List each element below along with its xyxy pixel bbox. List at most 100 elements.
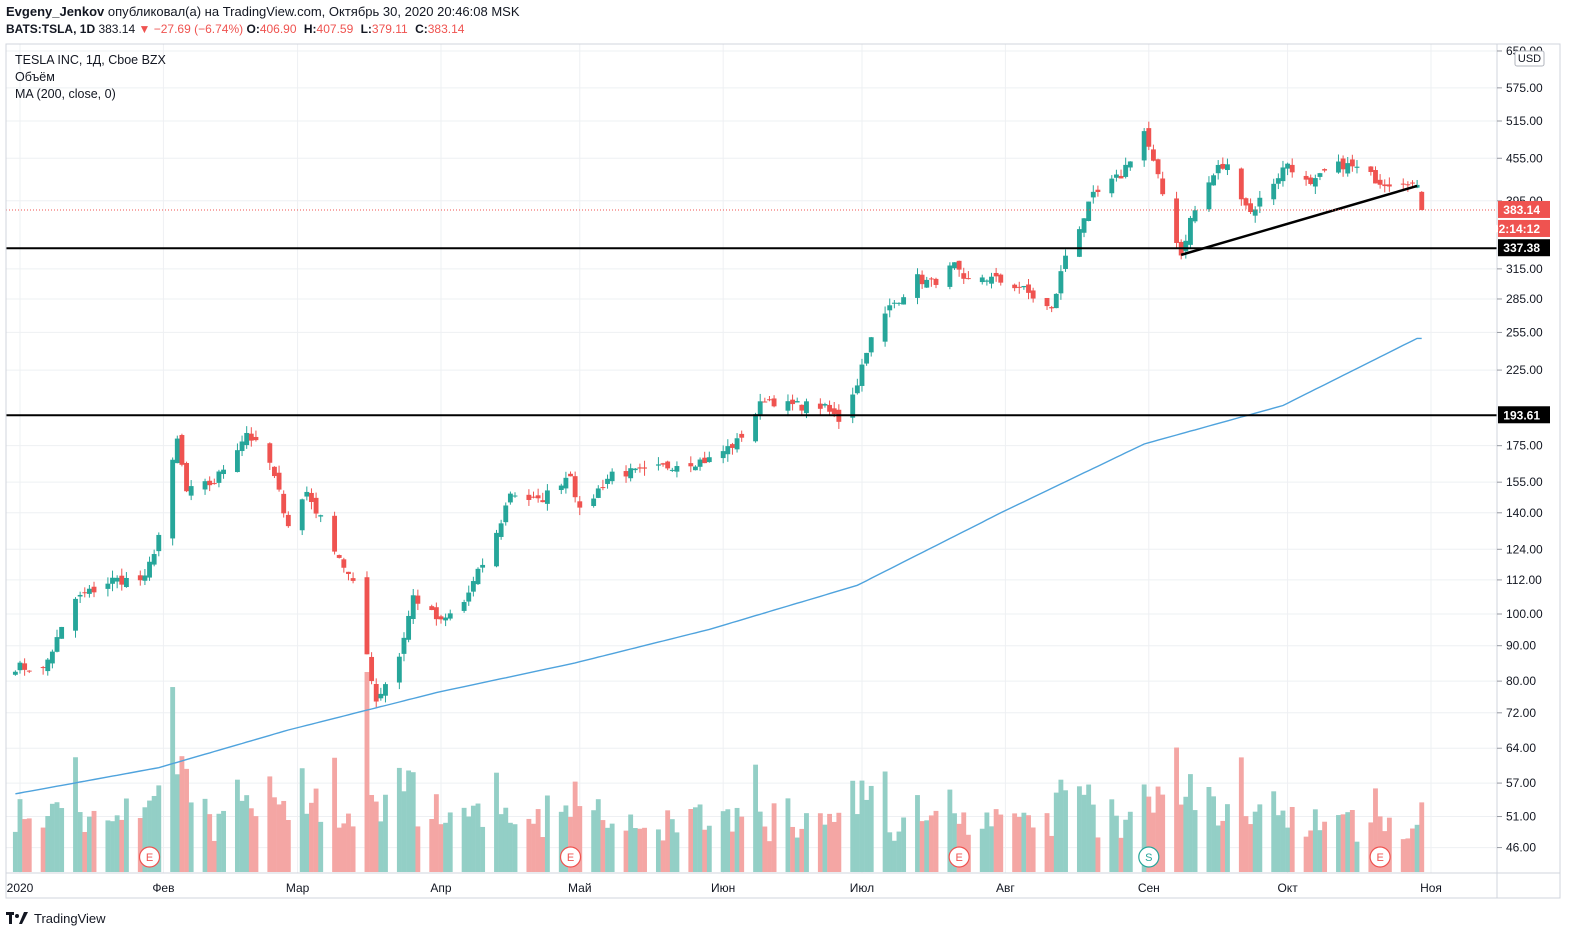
candle-body	[123, 577, 129, 588]
candle-body	[170, 459, 176, 539]
volume-bar	[1414, 824, 1420, 872]
candle-body	[919, 274, 925, 285]
volume-bar	[156, 785, 162, 872]
volume-bar	[1285, 827, 1291, 872]
candle-body	[984, 280, 990, 282]
candle-body	[86, 588, 92, 594]
candle-body	[817, 403, 823, 409]
candle-body	[665, 461, 671, 469]
candle-body	[105, 583, 111, 589]
candle-body	[526, 494, 532, 500]
candle-body	[568, 473, 573, 477]
volume-bar	[45, 816, 51, 872]
tradingview-logo-icon	[6, 911, 28, 924]
volume-bar	[1076, 786, 1082, 872]
volume-bar	[272, 797, 277, 872]
candle-body	[1275, 178, 1281, 184]
candle-body	[82, 592, 88, 594]
candle-body	[623, 471, 629, 477]
candle-body	[637, 467, 643, 469]
volume-bar	[1336, 815, 1341, 872]
volume-bar	[632, 828, 638, 872]
volume-bar	[1146, 796, 1152, 872]
series-title[interactable]: TESLA INC, 1Д, Cboe BZX	[15, 53, 166, 67]
candle-body	[142, 575, 148, 581]
price-axis[interactable]: 650.00575.00515.00455.00395.00315.00285.…	[1497, 44, 1545, 855]
candle-body	[1174, 198, 1179, 243]
ma-line	[15, 337, 1422, 795]
candle-body	[396, 656, 402, 683]
candle-body	[1410, 182, 1415, 184]
candle-body	[1095, 189, 1101, 192]
candle-body	[119, 575, 125, 585]
down-arrow-icon: ▼	[138, 22, 151, 36]
candle-body	[1021, 285, 1027, 288]
time-axis[interactable]: 2020 Фев Мар Апр Май Июн Июл Авг Сен Окт Ноя	[7, 881, 1442, 895]
volume-bar	[1150, 812, 1156, 872]
horizontal-levels	[6, 184, 1497, 417]
candle-body	[1386, 184, 1392, 187]
candle-body	[762, 401, 768, 403]
volume-bar	[669, 819, 675, 872]
ma-legend[interactable]: MA (200, close, 0)	[15, 87, 116, 101]
candlestick-series	[12, 121, 1425, 708]
candle-body	[600, 487, 606, 489]
candle-body	[1377, 179, 1383, 185]
candle-body	[757, 401, 763, 416]
volume-legend[interactable]: Объём	[15, 70, 55, 84]
candle-body	[1322, 169, 1328, 171]
candle-body	[1053, 293, 1059, 309]
volume-bar	[1303, 836, 1309, 872]
countdown-tag-bg	[1498, 219, 1550, 237]
volume-bar	[239, 800, 245, 872]
volume-bar	[480, 826, 486, 872]
volume-bar	[170, 687, 176, 872]
volume-bar	[235, 779, 240, 872]
candle-body	[22, 663, 28, 670]
volume-bar	[739, 816, 745, 872]
author-name[interactable]: Evgeny_Jenkov	[6, 4, 105, 19]
volume-bar	[378, 821, 384, 872]
tradingview-brand[interactable]: TradingView	[34, 911, 106, 926]
candle-body	[1400, 183, 1406, 185]
volume-bar	[1155, 786, 1161, 872]
candle-body	[1317, 173, 1323, 177]
volume-bar	[919, 821, 925, 872]
volume-bar	[1377, 816, 1383, 872]
volume-bar	[396, 767, 402, 872]
volume-bar	[512, 824, 518, 872]
candle-body	[882, 313, 888, 342]
last-price-tag: 383.14	[1503, 203, 1540, 217]
candle-body	[1248, 203, 1254, 213]
candle-body	[998, 274, 1004, 283]
candle-body	[1030, 290, 1036, 299]
candle-body	[642, 467, 647, 469]
price-tick-label: 51.00	[1506, 810, 1536, 824]
candle-body	[1192, 210, 1198, 222]
candle-body	[706, 457, 712, 463]
time-tick-label: Июн	[711, 881, 735, 895]
candle-body	[595, 488, 601, 498]
candle-body	[632, 468, 638, 471]
price-tick-label: 46.00	[1506, 841, 1536, 855]
candle-body	[429, 606, 435, 611]
volume-bar	[105, 820, 111, 872]
volume-bar	[461, 807, 467, 872]
candle-body	[475, 568, 481, 585]
volume-bar	[346, 813, 351, 872]
low-label: L:	[360, 22, 372, 36]
volume-bar	[244, 795, 250, 872]
candle-body	[49, 651, 55, 664]
candle-body	[887, 305, 893, 311]
candle-body	[285, 514, 291, 527]
volume-bar	[188, 802, 194, 872]
time-tick-label: Окт	[1277, 881, 1298, 895]
volume-bar	[86, 816, 92, 872]
chart-frame	[5, 43, 1561, 899]
candle-body	[1118, 175, 1124, 179]
volume-bar	[804, 813, 809, 872]
volume-bar	[498, 814, 504, 872]
candle-body	[1340, 158, 1346, 170]
volume-bar	[591, 810, 597, 872]
